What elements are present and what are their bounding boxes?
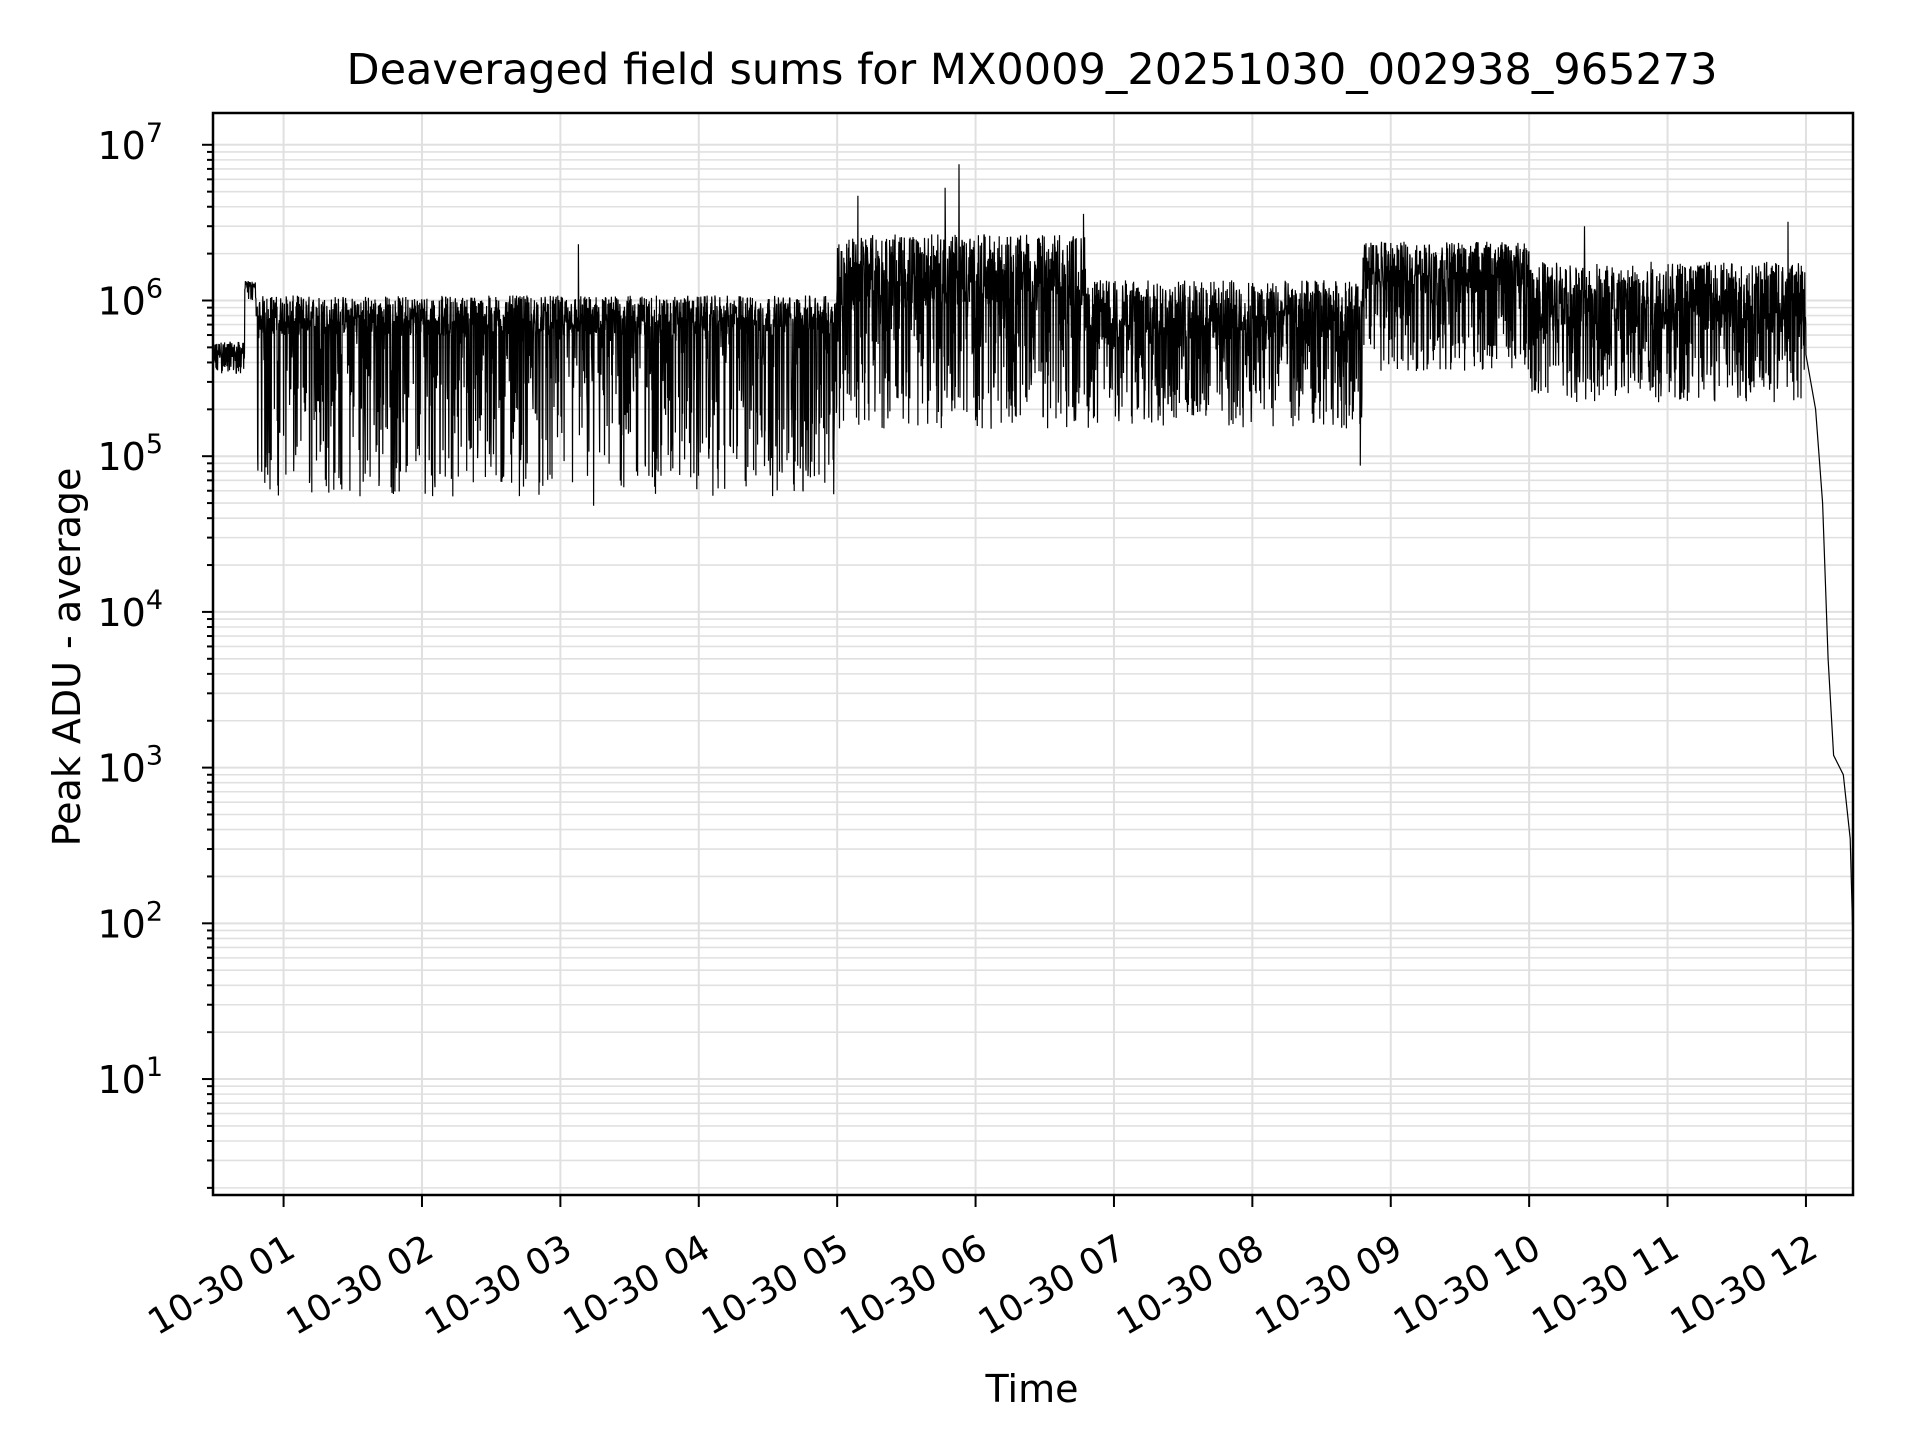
grid — [213, 113, 1853, 1195]
y-tick-label: 106 — [97, 273, 163, 323]
plot-area — [212, 164, 1854, 943]
y-tick-label: 101 — [97, 1052, 163, 1102]
y-tick-label: 104 — [97, 585, 163, 635]
y-tick-label: 107 — [97, 118, 163, 168]
y-tick-label: 105 — [97, 429, 163, 479]
y-tick-label: 103 — [97, 741, 163, 791]
x-axis-label: Time — [985, 1367, 1079, 1411]
y-axis: 101 102 103 104 105 106 107 — [97, 118, 213, 1189]
chart-title: Deaveraged field sums for MX0009_2025103… — [346, 45, 1717, 95]
y-axis-label: Peak ADU - average — [45, 468, 89, 847]
axes-frame — [211, 111, 1855, 1197]
series-line — [212, 164, 1854, 943]
y-tick-label: 102 — [97, 896, 163, 946]
